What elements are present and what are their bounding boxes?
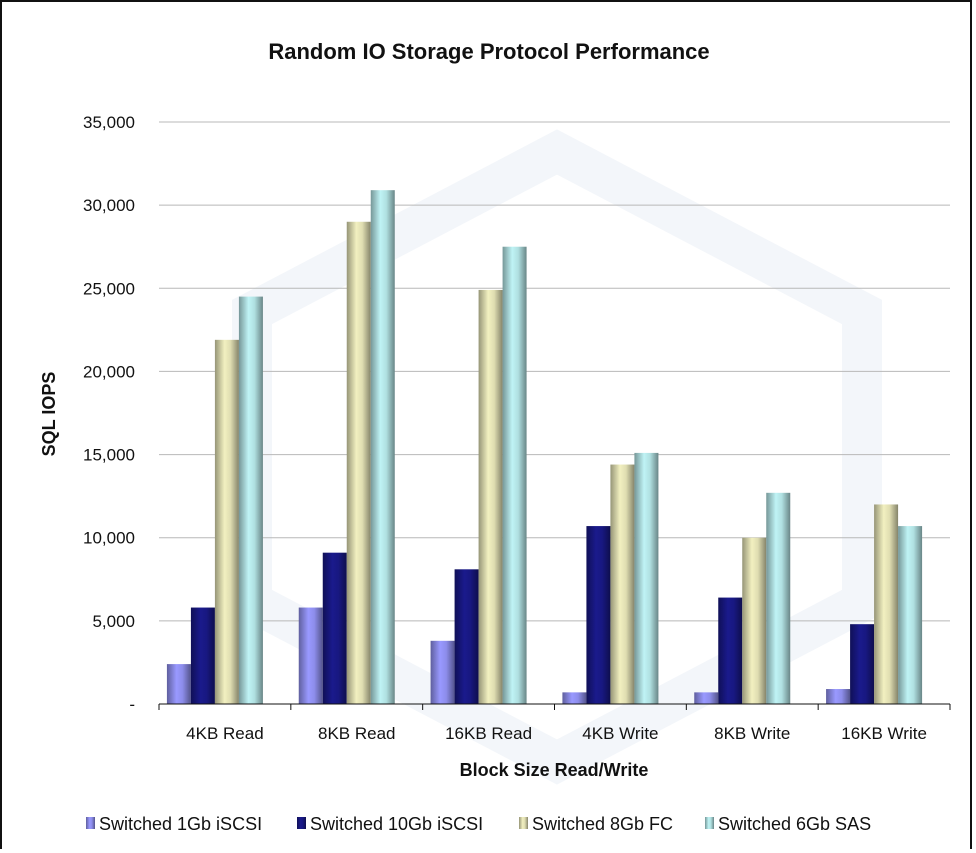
bar-switched-8gb-fc-4kb-write <box>610 464 635 704</box>
legend-swatch <box>297 817 306 829</box>
y-axis-title: SQL IOPS <box>39 372 59 457</box>
bar-switched-1gb-iscsi-16kb-read <box>430 640 455 704</box>
gridlines <box>159 121 950 622</box>
bar-switched-10gb-iscsi-16kb-write <box>850 624 875 704</box>
x-axis-title: Block Size Read/Write <box>460 760 649 780</box>
bar-switched-8gb-fc-8kb-write <box>742 537 767 704</box>
bar-switched-6gb-sas-4kb-write <box>634 452 659 704</box>
x-tick-label: 8KB Read <box>318 724 396 743</box>
x-tick-label: 4KB Read <box>186 724 264 743</box>
bar-switched-1gb-iscsi-16kb-write <box>826 689 851 704</box>
legend-label: Switched 6Gb SAS <box>718 814 871 834</box>
x-tick-label: 4KB Write <box>582 724 658 743</box>
legend: Switched 1Gb iSCSI Switched 10Gb iSCSI Swi… <box>86 814 871 834</box>
bar-switched-8gb-fc-16kb-write <box>874 504 899 704</box>
legend-item: Switched 1Gb iSCSI <box>86 814 262 834</box>
y-tick-label: 10,000 <box>83 529 135 548</box>
bar-switched-1gb-iscsi-4kb-write <box>562 692 587 704</box>
x-tick-label: 8KB Write <box>714 724 790 743</box>
legend-item: Switched 10Gb iSCSI <box>297 814 483 834</box>
bar-switched-8gb-fc-16kb-read <box>478 289 503 704</box>
y-tick-label: 5,000 <box>92 612 135 631</box>
bars <box>166 190 923 705</box>
legend-item: Switched 6Gb SAS <box>705 814 871 834</box>
x-tick-label: 16KB Read <box>445 724 532 743</box>
bar-switched-8gb-fc-8kb-read <box>346 221 371 704</box>
legend-swatch <box>705 817 714 829</box>
x-tick-label: 16KB Write <box>841 724 927 743</box>
bar-switched-6gb-sas-8kb-read <box>370 190 395 705</box>
y-tick-label: 20,000 <box>83 362 135 381</box>
bar-switched-10gb-iscsi-8kb-read <box>322 552 347 704</box>
legend-swatch <box>86 817 95 829</box>
y-tick-label: - <box>129 695 135 714</box>
bar-switched-6gb-sas-16kb-write <box>898 526 923 704</box>
bar-switched-6gb-sas-16kb-read <box>502 246 527 704</box>
y-tick-label: 30,000 <box>83 196 135 215</box>
bar-switched-10gb-iscsi-8kb-write <box>718 597 743 704</box>
x-axis-ticks: 4KB Read 8KB Read 16KB Read 4KB Write 8KB Wr… <box>186 724 927 743</box>
bar-switched-10gb-iscsi-16kb-read <box>454 569 479 704</box>
bar-switched-6gb-sas-4kb-read <box>238 296 263 704</box>
x-axis <box>158 703 951 710</box>
y-axis-ticks: - 5,000 10,000 15,000 20,000 25,000 30,000 35,0… <box>83 113 135 714</box>
y-tick-label: 35,000 <box>83 113 135 132</box>
bar-switched-6gb-sas-8kb-write <box>766 492 791 704</box>
bar-switched-1gb-iscsi-8kb-read <box>298 607 323 704</box>
bar-switched-10gb-iscsi-4kb-read <box>190 607 215 704</box>
bar-switched-10gb-iscsi-4kb-write <box>586 526 611 704</box>
legend-label: Switched 8Gb FC <box>532 814 673 834</box>
y-tick-label: 25,000 <box>83 279 135 298</box>
bar-switched-8gb-fc-4kb-read <box>214 339 239 704</box>
chart-title: Random IO Storage Protocol Performance <box>268 39 709 64</box>
bar-switched-1gb-iscsi-8kb-write <box>694 692 719 704</box>
bar-switched-1gb-iscsi-4kb-read <box>166 664 191 704</box>
legend-swatch <box>519 817 528 829</box>
legend-label: Switched 10Gb iSCSI <box>310 814 483 834</box>
legend-item: Switched 8Gb FC <box>519 814 673 834</box>
y-tick-label: 15,000 <box>83 446 135 465</box>
legend-label: Switched 1Gb iSCSI <box>99 814 262 834</box>
